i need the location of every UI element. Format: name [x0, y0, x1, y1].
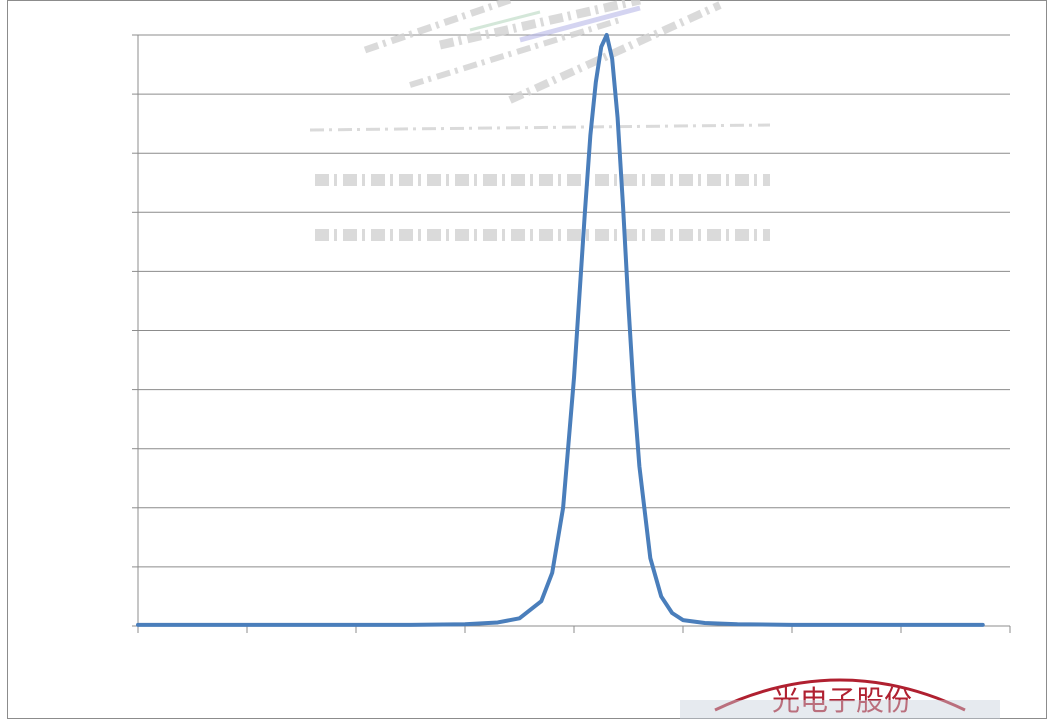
- watermark-stroke: [439, 0, 641, 50]
- watermark-stroke: [409, 17, 621, 88]
- watermark-stroke: [469, 10, 541, 32]
- series-line: [136, 33, 985, 627]
- gridlines: [138, 34, 1010, 627]
- seal-text: 光电子股份: [772, 684, 912, 717]
- watermark-stroke: [519, 5, 641, 43]
- series-layer: [136, 33, 985, 627]
- watermark-stroke: [309, 123, 771, 132]
- watermark: [309, 0, 771, 241]
- axes: [132, 34, 1011, 633]
- company-seal: 光电子股份: [680, 678, 1000, 719]
- watermark-stroke: [508, 1, 722, 104]
- seal-noise: [680, 700, 1000, 719]
- watermark-stroke: [363, 0, 512, 54]
- seal-arc: [714, 678, 966, 712]
